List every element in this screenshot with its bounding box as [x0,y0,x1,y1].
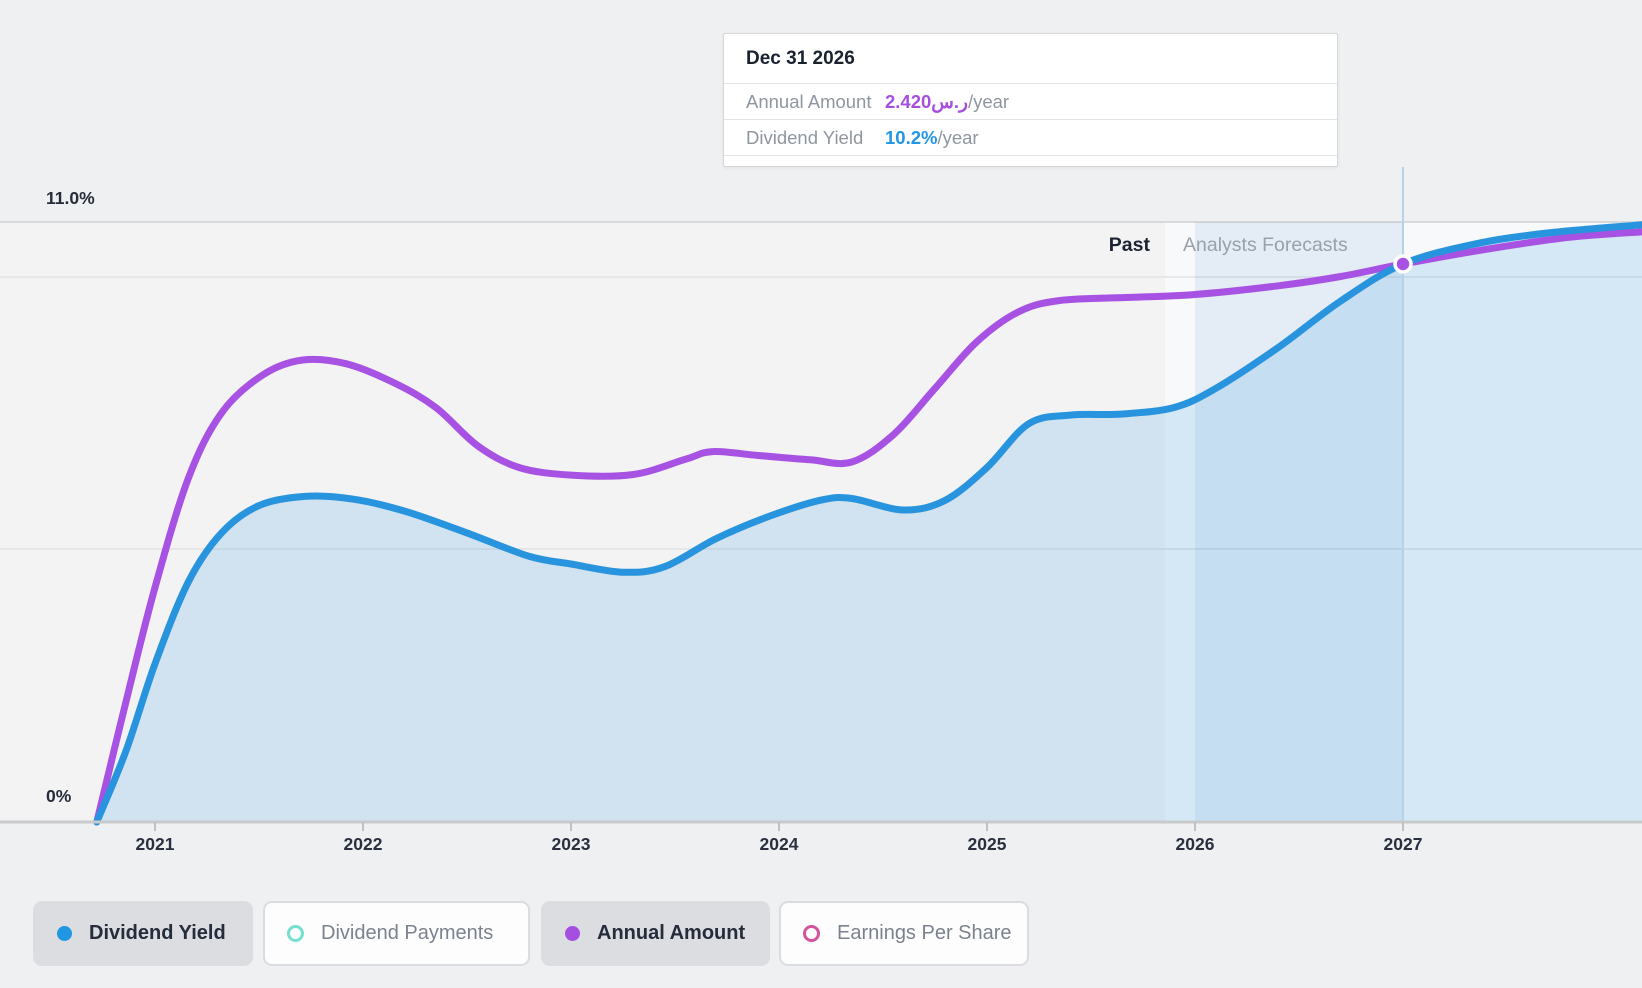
tooltip-date: Dec 31 2026 [746,47,855,69]
tooltip-row-value: 2.420ر.س [885,90,968,112]
annual-amount-dot-icon [565,926,580,941]
highlight-band-2026-2027 [1195,222,1403,822]
y-axis-label-bottom: 0% [46,786,72,806]
x-axis-ticks [154,822,1404,831]
x-axis-label-2027: 2027 [1383,834,1423,854]
past-label: Past [1108,234,1150,256]
x-axis-label-2021: 2021 [135,834,175,854]
legend-button-annual-amount[interactable]: Annual Amount [541,901,770,966]
tooltip-row-annual-amount: Annual Amount 2.420ر.س /year [724,83,1337,119]
dividend-yield-dot-icon [57,926,72,941]
legend-button-earnings-per-share[interactable]: Earnings Per Share [779,901,1029,966]
tooltip-row-value: 10.2% [885,126,938,148]
tooltip-footer [724,155,1337,169]
earnings-per-share-ring-icon [803,925,820,942]
x-axis-label-2023: 2023 [551,834,591,854]
hover-point-dot[interactable] [1393,254,1413,274]
tooltip-row-label: Annual Amount [746,90,872,112]
x-axis-label-2022: 2022 [343,834,383,854]
tooltip-row-suffix: /year [937,126,979,148]
dividend-yield-area-fill [96,224,1642,822]
tooltip-row-dividend-yield: Dividend Yield 10.2% /year [724,119,1337,155]
legend-label: Annual Amount [597,922,746,944]
chart-tooltip: Dec 31 2026 Annual Amount 2.420ر.س /year… [723,33,1338,167]
legend-button-dividend-payments[interactable]: Dividend Payments [263,901,530,966]
dividend-yield-line[interactable] [93,221,1642,826]
legend-label: Dividend Payments [321,922,494,944]
x-axis-label-2024: 2024 [759,834,799,854]
x-axis-label-2026: 2026 [1175,834,1215,854]
tooltip-row-label: Dividend Yield [746,126,864,148]
legend-button-dividend-yield[interactable]: Dividend Yield [33,901,253,966]
legend-label: Earnings Per Share [837,922,1012,944]
tooltip-row-suffix: /year [967,90,1010,112]
dividend-payments-ring-icon [287,925,304,942]
x-axis-label-2025: 2025 [967,834,1007,854]
y-axis-label-top: 11.0% [46,188,95,208]
annual-amount-line[interactable] [93,228,1642,826]
legend-label: Dividend Yield [89,922,226,944]
analysts-forecasts-label: Analysts Forecasts [1183,234,1348,256]
